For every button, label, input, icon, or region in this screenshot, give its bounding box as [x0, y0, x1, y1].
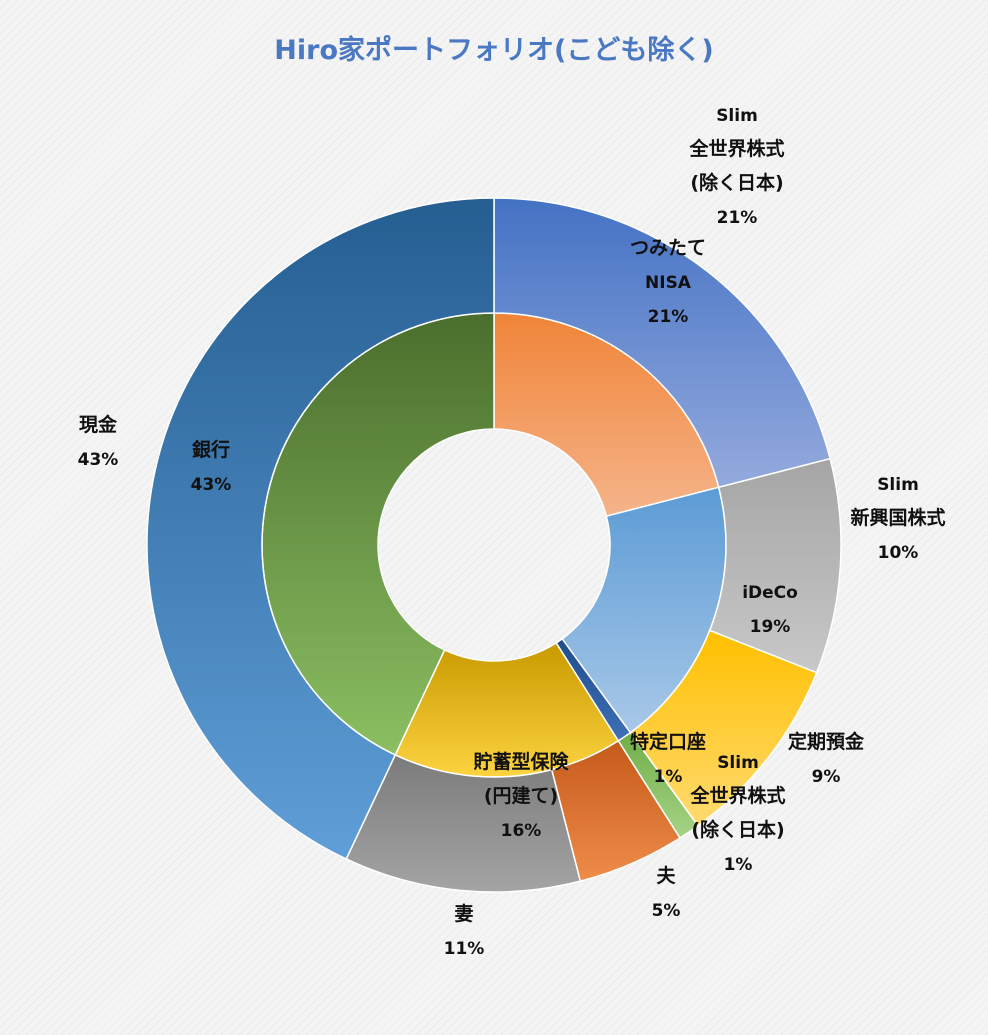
outer-label-4: 夫 5%	[652, 865, 681, 921]
inner-pct-0: 21%	[648, 307, 689, 327]
outer-slice-6	[146, 197, 495, 860]
inner-label-line-4-0: 銀行	[192, 438, 230, 461]
outer-slice-0	[493, 197, 832, 489]
outer-label-line-0-1: 全世界株式	[688, 137, 784, 160]
outer-label-line-0-0: Slim	[716, 106, 758, 126]
outer-label-line-3-0: Slim	[717, 753, 759, 773]
inner-label-line-0-0: つみたて	[630, 237, 706, 259]
outer-label-3: Slim 全世界株式 (除く日本) 1%	[689, 753, 785, 875]
inner-label-4: 銀行 43%	[191, 438, 232, 495]
outer-label-line-3-2: (除く日本)	[691, 818, 784, 841]
outer-label-line-6-0: 現金	[79, 413, 118, 436]
outer-label-line-5-0: 妻	[454, 902, 473, 925]
inner-label-line-3-0: 貯蓄型保険	[473, 750, 569, 773]
outer-label-2: 定期預金 9%	[788, 730, 865, 787]
inner-pct-2: 1%	[654, 767, 683, 787]
data-labels: つみたて NISA 21% iDeCo 19% 特定口座 1% 貯蓄型保険 (円建て) 16% 銀行…	[78, 106, 946, 959]
outer-ring	[146, 197, 842, 893]
inner-ring	[261, 312, 727, 778]
outer-label-5: 妻 11%	[444, 902, 485, 959]
inner-label-0: つみたて NISA 21%	[630, 237, 706, 327]
inner-label-line-3-1: (円建て)	[484, 784, 558, 807]
inner-pct-1: 19%	[750, 617, 791, 637]
chart-title: Hiro家ポートフォリオ(こども除く)	[274, 35, 714, 66]
outer-pct-6: 43%	[78, 450, 119, 470]
outer-label-1: Slim 新興国株式 10%	[850, 475, 945, 563]
outer-label-line-0-2: (除く日本)	[690, 171, 783, 194]
inner-label-line-2-0: 特定口座	[630, 730, 706, 753]
inner-pct-3: 16%	[501, 821, 542, 841]
outer-pct-1: 10%	[878, 543, 919, 563]
inner-label-line-1-0: iDeCo	[742, 583, 798, 603]
outer-label-line-4-0: 夫	[656, 865, 676, 887]
outer-label-6: 現金 43%	[78, 413, 119, 470]
outer-label-line-1-1: 新興国株式	[850, 506, 945, 529]
outer-label-line-1-0: Slim	[877, 475, 919, 495]
outer-pct-5: 11%	[444, 939, 485, 959]
outer-pct-0: 21%	[717, 208, 758, 228]
outer-pct-2: 9%	[812, 767, 841, 787]
outer-pct-4: 5%	[652, 901, 681, 921]
inner-label-1: iDeCo 19%	[742, 583, 798, 637]
inner-label-line-0-1: NISA	[645, 273, 692, 293]
outer-label-line-3-1: 全世界株式	[689, 784, 785, 807]
outer-label-0: Slim 全世界株式 (除く日本) 21%	[688, 106, 784, 228]
inner-label-2: 特定口座 1%	[630, 730, 706, 787]
outer-label-line-2-0: 定期預金	[788, 730, 865, 753]
outer-pct-3: 1%	[724, 855, 753, 875]
inner-pct-4: 43%	[191, 475, 232, 495]
inner-label-3: 貯蓄型保険 (円建て) 16%	[473, 750, 569, 841]
